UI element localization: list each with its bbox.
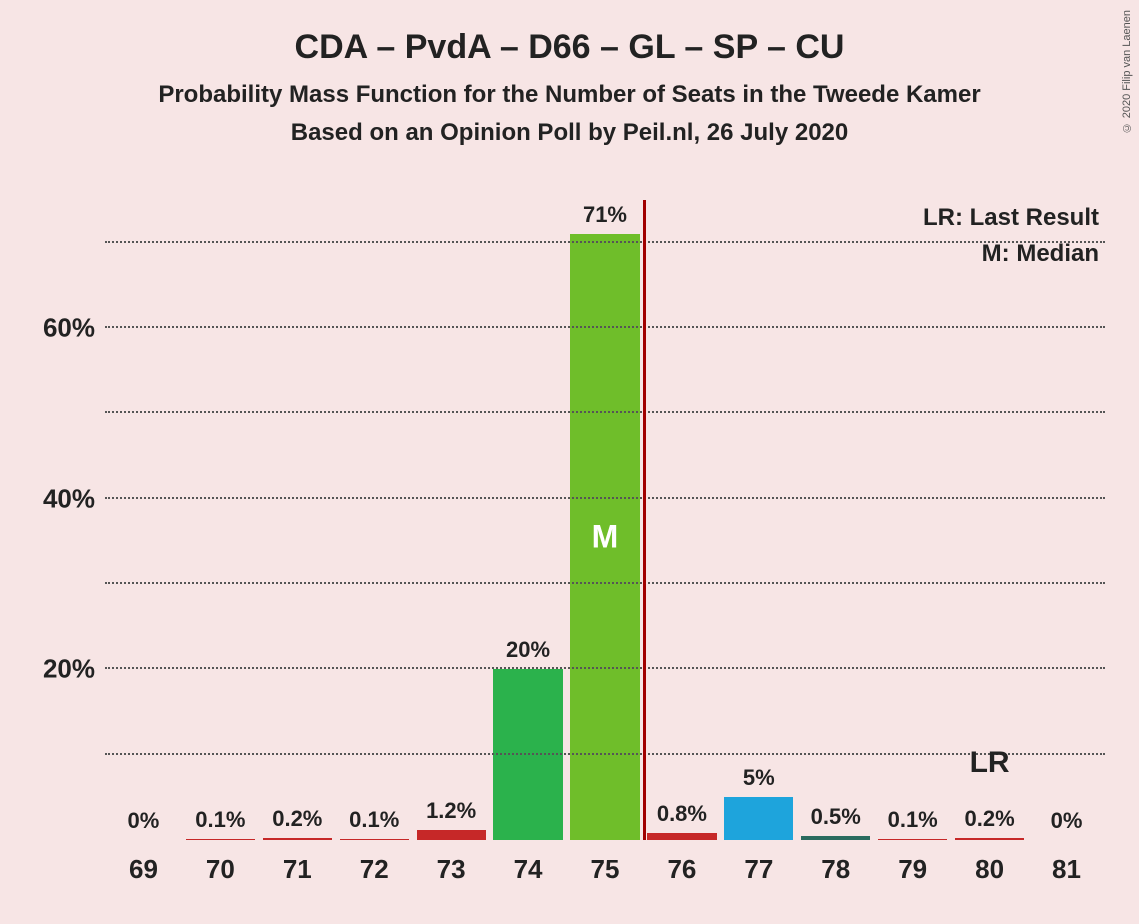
- bar-slot: 0.2%80: [951, 200, 1028, 840]
- x-axis-label: 81: [1052, 840, 1081, 885]
- bar-slot: 0.1%70: [182, 200, 259, 840]
- bar-slot: 0.2%71: [259, 200, 336, 840]
- lr-annotation: LR: [970, 746, 1010, 780]
- bar-value-label: 0.2%: [272, 806, 322, 838]
- bar-value-label: 0.1%: [349, 807, 399, 839]
- bar-value-label: 0.1%: [195, 807, 245, 839]
- bar-value-label: 0.2%: [965, 806, 1015, 838]
- chart-area: LR: Last Result M: Median 0%690.1%700.2%…: [105, 200, 1105, 840]
- bars-container: 0%690.1%700.2%710.1%721.2%7320%7471%M750…: [105, 200, 1105, 840]
- y-axis-label: 60%: [43, 313, 105, 344]
- gridline: [105, 411, 1105, 413]
- bar-slot: 0.1%79: [874, 200, 951, 840]
- x-axis-label: 72: [360, 840, 389, 885]
- copyright-label: © 2020 Filip van Laenen: [1121, 10, 1133, 133]
- lr-line: [643, 200, 646, 840]
- median-marker: M: [592, 519, 619, 556]
- bar-slot: 0.8%76: [643, 200, 720, 840]
- bar-slot: 0%81: [1028, 200, 1105, 840]
- legend: LR: Last Result M: Median: [923, 200, 1099, 272]
- x-axis-label: 70: [206, 840, 235, 885]
- bar-value-label: 1.2%: [426, 798, 476, 830]
- bar-value-label: 5%: [743, 765, 775, 797]
- gridline: [105, 667, 1105, 669]
- x-axis-label: 75: [591, 840, 620, 885]
- x-axis-label: 71: [283, 840, 312, 885]
- bar: 20%: [493, 669, 562, 840]
- gridline: [105, 326, 1105, 328]
- gridline: [105, 753, 1105, 755]
- chart-subtitle-2: Based on an Opinion Poll by Peil.nl, 26 …: [0, 109, 1139, 147]
- x-axis-label: 76: [667, 840, 696, 885]
- bar-slot: 71%M75: [567, 200, 644, 840]
- bar-slot: 5%77: [720, 200, 797, 840]
- x-axis-label: 74: [514, 840, 543, 885]
- bar-value-label: 0.8%: [657, 801, 707, 833]
- plot-region: LR: Last Result M: Median 0%690.1%700.2%…: [105, 200, 1105, 840]
- bar-slot: 0.1%72: [336, 200, 413, 840]
- bar-slot: 1.2%73: [413, 200, 490, 840]
- bar-value-label: 0.1%: [888, 807, 938, 839]
- chart-title: CDA – PvdA – D66 – GL – SP – CU: [0, 0, 1139, 67]
- bar-value-label: 0.5%: [811, 804, 861, 836]
- bar-slot: 20%74: [490, 200, 567, 840]
- x-axis-label: 80: [975, 840, 1004, 885]
- gridline: [105, 582, 1105, 584]
- legend-lr: LR: Last Result: [923, 200, 1099, 236]
- bar: 5%: [724, 797, 793, 840]
- x-axis-label: 69: [129, 840, 158, 885]
- bar-slot: 0.5%78: [797, 200, 874, 840]
- x-axis-label: 77: [744, 840, 773, 885]
- y-axis-label: 40%: [43, 483, 105, 514]
- x-axis-label: 73: [437, 840, 466, 885]
- bar-slot: 0%69: [105, 200, 182, 840]
- x-axis-label: 78: [821, 840, 850, 885]
- bar-value-label: 71%: [583, 202, 627, 234]
- bar: 0.8%: [647, 833, 716, 840]
- chart-subtitle-1: Probability Mass Function for the Number…: [0, 67, 1139, 109]
- bar-value-label: 0%: [1051, 808, 1083, 840]
- bar-value-label: 20%: [506, 637, 550, 669]
- legend-m: M: Median: [923, 236, 1099, 272]
- x-axis-label: 79: [898, 840, 927, 885]
- gridline: [105, 497, 1105, 499]
- bar: 1.2%: [417, 830, 486, 840]
- y-axis-label: 20%: [43, 654, 105, 685]
- bar-value-label: 0%: [128, 808, 160, 840]
